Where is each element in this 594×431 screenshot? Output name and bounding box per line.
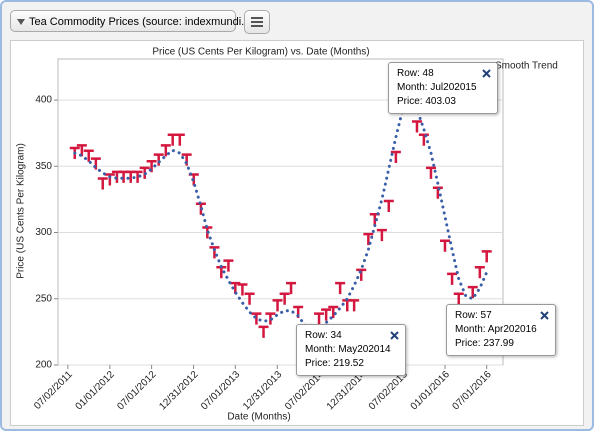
menu-button[interactable] (244, 10, 270, 34)
price-marker (481, 250, 492, 263)
tooltip: Row: 57 Month: Apr202016 Price: 237.99 (446, 304, 556, 356)
x-tick-label: 01/01/2016 (409, 369, 452, 412)
tooltip: Row: 48 Month: Jul202015 Price: 403.03 (388, 62, 498, 114)
price-marker (369, 213, 380, 226)
tooltip-month: Month: Jul202015 (397, 82, 477, 93)
price-marker (467, 285, 478, 299)
y-tick-label: 300 (35, 227, 52, 238)
x-tick-label: 07/01/2013 (199, 369, 242, 412)
tooltip-price: Price: 237.99 (455, 338, 514, 349)
tooltip-close[interactable] (482, 69, 491, 78)
tooltip-row: Row: 48 (397, 68, 434, 79)
close-icon (390, 331, 399, 340)
price-marker (223, 259, 234, 272)
tooltip-price: Price: 403.03 (397, 96, 456, 107)
price-marker (314, 312, 325, 325)
price-marker (425, 166, 436, 179)
price-marker (376, 228, 387, 242)
price-marker (321, 308, 332, 321)
price-marker (272, 299, 283, 312)
menu-icon (251, 17, 263, 27)
legend-label: Smooth Trend (495, 61, 558, 72)
price-marker (349, 299, 360, 312)
close-icon (482, 69, 491, 78)
tooltip-month: Month: Apr202016 (455, 324, 537, 335)
tooltip-row: Row: 57 (455, 310, 492, 321)
price-marker (132, 170, 143, 183)
x-tick-label: 07/02/2011 (32, 369, 75, 412)
price-marker (174, 133, 185, 146)
price-marker (237, 283, 248, 296)
x-tick-label: 07/01/2016 (451, 369, 494, 412)
tooltip-month: Month: May202014 (305, 344, 391, 355)
tooltip-close[interactable] (390, 331, 399, 340)
tooltip-price: Price: 219.52 (305, 358, 364, 369)
price-marker (258, 325, 269, 338)
tooltip: Row: 34 Month: May202014 Price: 219.52 (296, 324, 406, 376)
tooltip-close[interactable] (540, 311, 549, 320)
close-icon (540, 311, 549, 320)
x-tick-label: 12/31/2012 (157, 369, 200, 412)
chart-title: Price (US Cents Per Kilogram) vs. Date (… (152, 47, 369, 58)
y-tick-label: 400 (35, 95, 52, 106)
y-axis-label: Price (US Cents Per Kilogram) (16, 143, 27, 279)
price-marker (418, 133, 429, 146)
chart: Price (US Cents Per Kilogram) vs. Date (… (16, 47, 558, 423)
x-tick-label: 07/01/2012 (115, 369, 158, 412)
price-marker (474, 266, 485, 279)
price-marker (411, 120, 422, 133)
y-tick-label: 200 (35, 360, 52, 371)
x-tick-label: 12/31/2013 (241, 369, 284, 412)
price-marker (342, 299, 353, 312)
price-marker (160, 144, 171, 157)
price-marker (453, 292, 464, 305)
price-marker (363, 232, 374, 246)
price-marker (90, 157, 101, 170)
price-marker (244, 292, 255, 305)
y-tick-label: 250 (35, 293, 52, 304)
price-marker (335, 281, 346, 295)
price-marker (383, 199, 394, 213)
price-marker (328, 305, 339, 319)
y-tick-label: 350 (35, 161, 52, 172)
price-marker (286, 281, 297, 295)
price-marker (83, 149, 94, 162)
price-marker (390, 150, 401, 164)
price-marker (153, 153, 164, 166)
price-marker (279, 292, 290, 305)
price-marker (439, 239, 450, 252)
price-marker (447, 272, 458, 285)
x-axis-label: Date (Months) (227, 412, 290, 423)
dataset-dropdown[interactable]: Tea Commodity Prices (source: indexmundi… (10, 10, 269, 32)
tooltip-row: Row: 34 (305, 330, 342, 341)
x-tick-label: 01/01/2012 (74, 369, 117, 412)
price-marker (251, 312, 262, 325)
price-marker (97, 177, 108, 190)
